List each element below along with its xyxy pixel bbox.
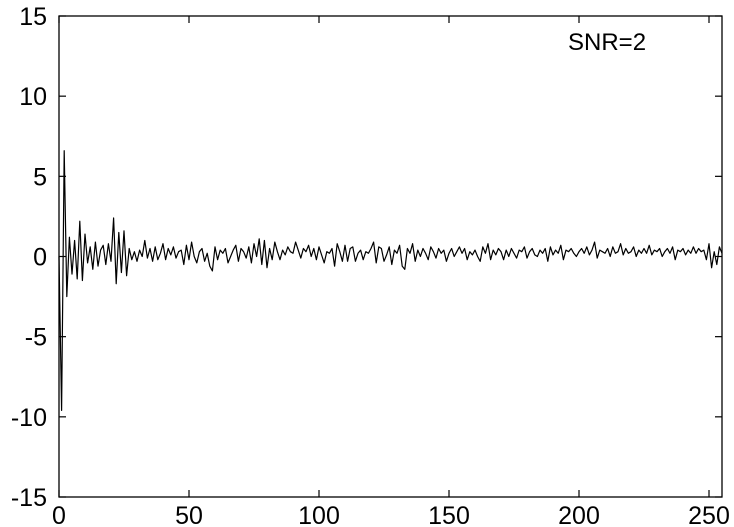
- y-tick-label: -15: [11, 484, 47, 512]
- plot-frame: [58, 15, 723, 498]
- x-tick-label: 0: [52, 502, 66, 527]
- y-tick-label: -5: [25, 324, 47, 352]
- axis-tick-labels: 0 50 100 150 200 250 -15 -10 -5 0 5 10 15: [11, 3, 730, 527]
- series-line-0: [58, 150, 723, 412]
- x-tick-label: 50: [175, 502, 203, 527]
- series-layer: [58, 150, 723, 412]
- x-tick-label: 100: [298, 502, 340, 527]
- x-tick-label: 200: [558, 502, 600, 527]
- x-tick-label: 250: [688, 502, 730, 527]
- x-tick-label: 150: [428, 502, 470, 527]
- y-tick-label: 10: [19, 83, 47, 111]
- y-tick-label: 5: [33, 163, 47, 191]
- snr-annotation: SNR=2: [568, 29, 646, 56]
- y-tick-label: 0: [33, 244, 47, 272]
- y-tick-label: -10: [11, 404, 47, 432]
- y-tick-label: 15: [19, 3, 47, 31]
